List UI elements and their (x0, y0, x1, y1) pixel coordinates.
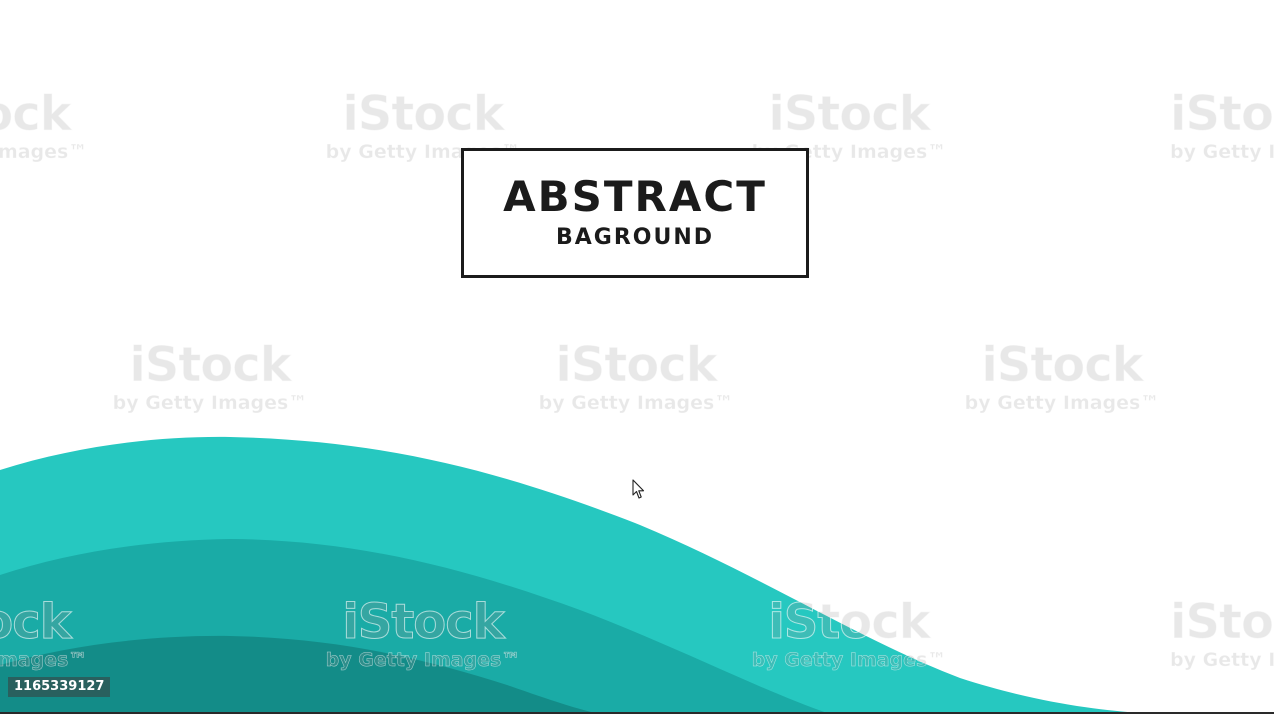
bottom-border (0, 712, 1274, 714)
logo-subtitle: BAGROUND (555, 225, 715, 250)
logo-frame: ABSTRACT BAGROUND (461, 148, 809, 278)
mouse-pointer-icon (632, 479, 645, 499)
wave-dark (0, 635, 600, 714)
logo-title: ABSTRACT (503, 172, 767, 221)
image-id-badge: 1165339127 (8, 677, 111, 697)
